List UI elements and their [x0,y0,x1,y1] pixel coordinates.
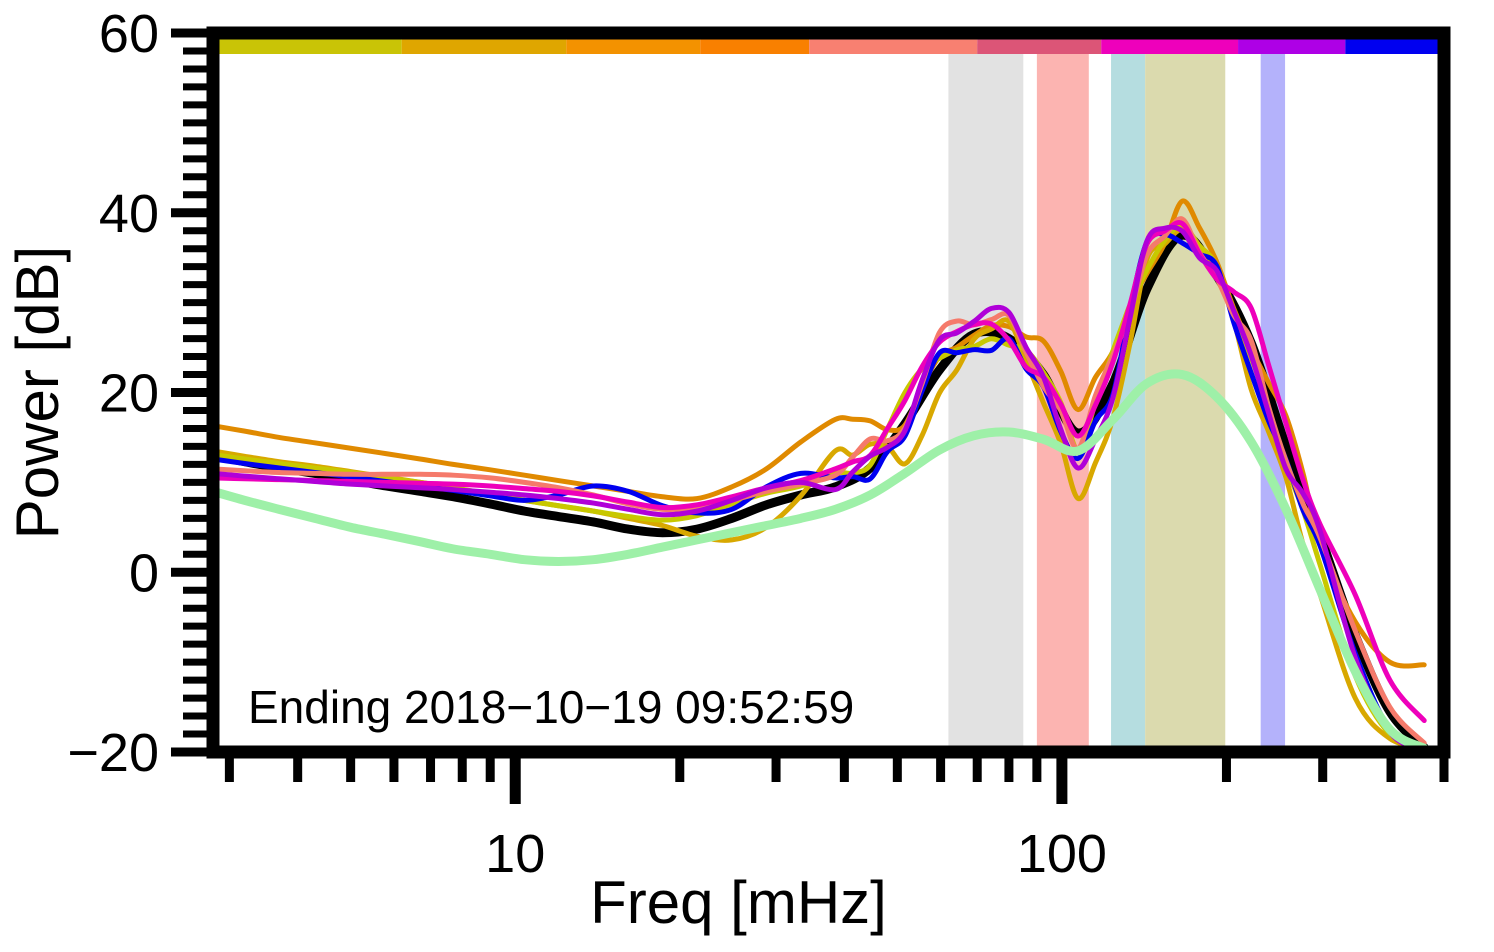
colorbar-segment-4 [809,38,978,54]
band-gray [948,44,1024,752]
x-tick-label-1: 100 [1017,824,1107,884]
series-mean [213,230,1429,752]
y-tick-label-2: 20 [99,364,159,424]
ending-timestamp-annotation: Ending 2018−10−19 09:52:59 [248,681,854,733]
x-axis-title: Freq [mHz] [590,869,887,936]
colorbar-segment-3 [700,38,810,54]
label-layer: −20 0 20 40 60 10 100 Freq [mHz] Power [dB] Endin… [4,4,1107,936]
colorbar-segment-2 [566,38,701,54]
y-tick-label-1: 0 [129,543,159,603]
colorbar-layer [213,38,1444,54]
colorbar-segment-5 [977,38,1102,54]
y-tick-label-3: 40 [99,184,159,244]
series-curve-lightgreen [213,369,1429,752]
series-curve-blue [213,230,1427,752]
colorbar-segment-1 [401,38,567,54]
x-tick-label-0: 10 [485,824,545,884]
colorbar-segment-0 [213,38,402,54]
colorbar-segment-7 [1238,38,1346,54]
series-clip-group [213,198,1429,752]
colorbar-segment-6 [1101,38,1239,54]
band-pink [1036,44,1089,752]
y-tick-label-4: 60 [99,4,159,64]
series-layer [213,198,1429,752]
y-tick-label-0: −20 [67,723,159,783]
series-curve-purple [213,224,1427,752]
y-axis-title: Power [dB] [4,246,71,539]
tick-layer [171,28,1449,804]
colorbar-segment-8 [1345,38,1444,54]
